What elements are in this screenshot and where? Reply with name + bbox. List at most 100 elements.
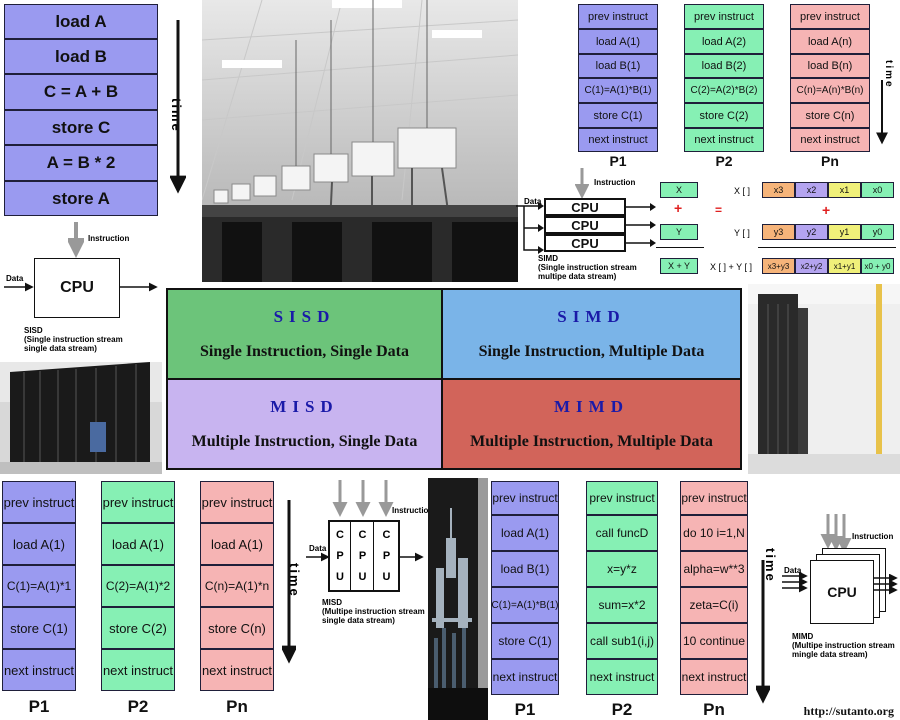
misd-full: Multiple Instruction, Single Data bbox=[191, 433, 418, 450]
mimd-p2-cell: next instruct bbox=[586, 659, 658, 695]
simd-p1-cell: next instruct bbox=[578, 128, 658, 152]
simd-p1-cell: load B(1) bbox=[578, 54, 658, 78]
mimd-label-p2: P2 bbox=[611, 700, 633, 719]
misd-pn-cell: next instruct bbox=[200, 649, 274, 691]
simd-pn-cell: store C(n) bbox=[790, 103, 870, 128]
vector-sum-cell: x1+y1 bbox=[828, 258, 861, 274]
simd-p2-cell: C(2)=A(2)*B(2) bbox=[684, 78, 764, 103]
misd-p2-cell: load A(1) bbox=[101, 523, 175, 565]
simd-quadrant: SIMD Single Instruction, Multiple Data bbox=[443, 290, 740, 380]
misd-pn-cell: C(n)=A(1)*n bbox=[200, 565, 274, 607]
mimd-p2-cell: sum=x*2 bbox=[586, 587, 658, 623]
simd-pn-cell: load B(n) bbox=[790, 54, 870, 78]
simd-label-pn: Pn bbox=[821, 153, 839, 169]
vector-plus: + bbox=[674, 200, 683, 216]
simd-pn-cell: prev instruct bbox=[790, 4, 870, 29]
mimd-pn-cell: 10 continue bbox=[680, 623, 748, 659]
misd-label-p2: P2 bbox=[127, 697, 149, 716]
mimd-p1-cell: next instruct bbox=[491, 659, 559, 695]
mimd-p1-cell: store C(1) bbox=[491, 623, 559, 659]
dark-rack-photo bbox=[428, 478, 488, 720]
vector-y-cell: y1 bbox=[828, 224, 861, 240]
mimd-p1-cell: load A(1) bbox=[491, 515, 559, 551]
vector-sum-cell: x0 + y0 bbox=[861, 258, 894, 274]
server-racks-photo bbox=[0, 362, 162, 474]
misd-abbr: MISD bbox=[270, 397, 339, 416]
misd-data-label: Data bbox=[309, 544, 327, 553]
vector-plus: + bbox=[822, 202, 831, 218]
mimd-p2-cell: call sub1(i,j) bbox=[586, 623, 658, 659]
mimd-instruction-arrows bbox=[820, 514, 852, 553]
sisd-step: load B bbox=[4, 39, 158, 74]
vector-x-cell: x2 bbox=[795, 182, 828, 198]
simd-pn-cell: next instruct bbox=[790, 128, 870, 152]
mimd-label-p1: P1 bbox=[514, 700, 536, 719]
vector-sum-label: X [ ] + Y [ ] bbox=[710, 262, 752, 272]
simd-p1-cell: store C(1) bbox=[578, 103, 658, 128]
simd-p1-cell: prev instruct bbox=[578, 4, 658, 29]
arrow-down-icon bbox=[756, 560, 770, 704]
mimd-data-label: Data bbox=[784, 566, 802, 575]
misd-p2-cell: C(2)=A(1)*2 bbox=[101, 565, 175, 607]
simd-pn-cell: load A(n) bbox=[790, 29, 870, 54]
vector-x-cell: x1 bbox=[828, 182, 861, 198]
simd-p2-cell: store C(2) bbox=[684, 103, 764, 128]
credit-link[interactable]: http://sutanto.org bbox=[801, 704, 896, 719]
mimd-p2-cell: x=y*z bbox=[586, 551, 658, 587]
mimd-caption: MIMD (Multipe instruction stream mingle … bbox=[792, 632, 895, 659]
simd-caption: SIMD (Single instruction stream multipe … bbox=[538, 254, 637, 281]
arrow-down-icon bbox=[282, 500, 296, 664]
misd-cpu-block bbox=[328, 520, 400, 592]
simd-p2-cell: prev instruct bbox=[684, 4, 764, 29]
simd-p2-cell: load B(2) bbox=[684, 54, 764, 78]
misd-label-p1: P1 bbox=[28, 697, 50, 716]
simd-p2-cell: next instruct bbox=[684, 128, 764, 152]
mimd-pn-cell: do 10 i=1,N bbox=[680, 515, 748, 551]
mimd-p2-cell: call funcD bbox=[586, 515, 658, 551]
simd-instruction-label: Instruction bbox=[594, 178, 636, 187]
misd-p2-cell: next instruct bbox=[101, 649, 175, 691]
vector-y-cell: y0 bbox=[861, 224, 894, 240]
sisd-step: C = A + B bbox=[4, 74, 158, 110]
mimd-output-arrows bbox=[874, 574, 898, 595]
vector-equals: = bbox=[715, 203, 723, 217]
simd-abbr: SIMD bbox=[557, 307, 626, 326]
simd-cpu: CPU bbox=[544, 198, 626, 216]
taxonomy-border bbox=[166, 288, 742, 470]
simd-cpu: CPU bbox=[544, 216, 626, 234]
mimd-p1-cell: prev instruct bbox=[491, 481, 559, 515]
arrow-down-icon bbox=[170, 20, 186, 194]
mimd-pn-cell: zeta=C(i) bbox=[680, 587, 748, 623]
mimd-p2-cell: prev instruct bbox=[586, 481, 658, 515]
simd-output-arrows bbox=[626, 203, 656, 247]
sisd-data-label: Data bbox=[6, 274, 24, 283]
simd-pn-cell: C(n)=A(n)*B(n) bbox=[790, 78, 870, 103]
vector-x-cell: x3 bbox=[762, 182, 795, 198]
simd-label-p1: P1 bbox=[609, 153, 627, 169]
sisd-step: A = B * 2 bbox=[4, 145, 158, 181]
simd-data-label: Data bbox=[524, 197, 542, 206]
vector-divider bbox=[758, 247, 896, 248]
sisd-quadrant: SISD Single Instruction, Single Data bbox=[168, 290, 443, 380]
mimd-quadrant: MIMD Multiple Instruction, Multiple Data bbox=[443, 380, 740, 468]
misd-p2-cell: store C(2) bbox=[101, 607, 175, 649]
misd-caption: MISD (Multipe instruction stream single … bbox=[322, 598, 425, 625]
sisd-caption: SISD (Single instruction stream single d… bbox=[24, 326, 123, 353]
vector-sum-cell: x2+y2 bbox=[795, 258, 828, 274]
misd-quadrant: MISD Multiple Instruction, Single Data bbox=[168, 380, 443, 468]
vector-y: Y bbox=[660, 224, 698, 240]
misd-p1-cell: prev instruct bbox=[2, 481, 76, 523]
arrow-right-icon bbox=[306, 552, 330, 562]
misd-p2-cell: prev instruct bbox=[101, 481, 175, 523]
misd-label-pn: Pn bbox=[226, 697, 248, 716]
vector-divider bbox=[656, 247, 704, 248]
misd-p1-cell: store C(1) bbox=[2, 607, 76, 649]
mimd-p1-cell: load B(1) bbox=[491, 551, 559, 587]
mimd-p1-cell: C(1)=A(1)*B(1) bbox=[491, 587, 559, 623]
vector-x-cell: x0 bbox=[861, 182, 894, 198]
vector-x-label: X [ ] bbox=[734, 186, 751, 196]
mimd-pn-cell: alpha=w**3 bbox=[680, 551, 748, 587]
